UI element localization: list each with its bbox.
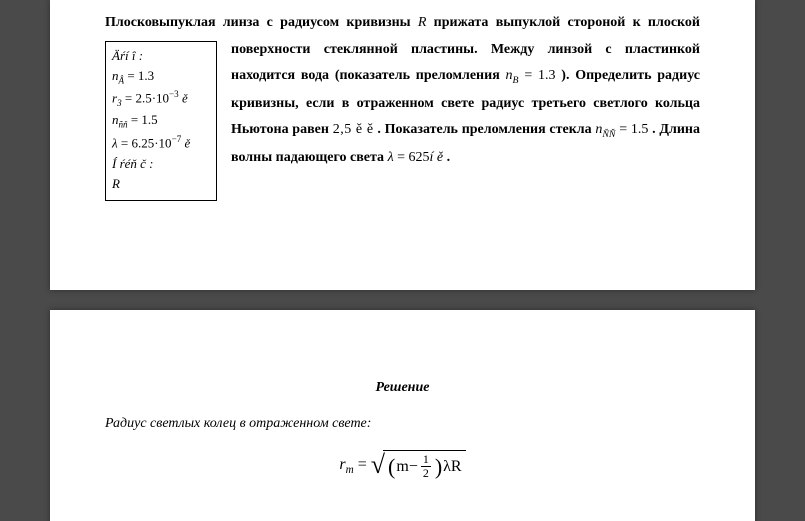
formula-rm: rm = √ ( m − 1 2 ) λR (105, 450, 700, 480)
right-paren: ) (434, 456, 443, 478)
formula-m: m (396, 458, 408, 476)
given-row-1-val: = 1.3 (124, 68, 154, 83)
given-heading: Äŕí î : (112, 46, 208, 66)
sqrt-expression: √ ( m − 1 2 ) λR (371, 450, 466, 480)
frac-num: 1 (421, 453, 431, 467)
formula-lhs-sub: m (346, 464, 354, 476)
given-row-3: nñň = 1.5 (112, 110, 208, 132)
frac-den: 2 (421, 467, 431, 480)
problem-statement: Плосковыпуклая линза с радиусом кривизны… (105, 10, 700, 171)
formula-minus: − (409, 458, 418, 476)
find-symbol: R (112, 174, 208, 194)
value-r3: 2,5 ě ě (333, 122, 374, 137)
expr-nSS: nŇŇ = 1.5 (595, 122, 652, 137)
document-viewport: Плосковыпуклая линза с радиусом кривизны… (0, 0, 805, 521)
problem-text-7: . (447, 150, 451, 165)
given-row-2-sup: −3 (169, 89, 179, 99)
given-data-box: Äŕí î : nÂ = 1.3 r3 = 2.5·10−3 ě nñň = 1… (105, 41, 217, 201)
given-row-4-val: = 6.25·10 (118, 135, 172, 150)
page-2: Решение Радиус светлых колец в отраженно… (50, 310, 755, 521)
given-row-4-sup: −7 (172, 134, 182, 144)
given-row-2-unit: ě (179, 91, 188, 106)
given-row-4: λ = 6.25·10−7 ě (112, 132, 208, 153)
problem-text-5: . Показатель преломления стекла (377, 122, 595, 137)
formula-frac: 1 2 (421, 453, 431, 480)
expr-lambda: λ = 625í ě (388, 150, 447, 165)
given-row-1: nÂ = 1.3 (112, 66, 208, 88)
given-row-4-unit: ě (181, 135, 190, 150)
given-row-3-val: = 1.5 (128, 112, 158, 127)
given-row-2-val: = 2.5·10 (122, 91, 169, 106)
expr-nB: nB = 1.3 (506, 68, 562, 83)
left-paren: ( (387, 456, 396, 478)
find-heading: Í ŕéň č : (112, 154, 208, 174)
solution-line-1: Радиус светлых колец в отраженном свете: (105, 416, 700, 432)
page-1: Плосковыпуклая линза с радиусом кривизны… (50, 0, 755, 290)
given-row-3-sub: ñň (119, 120, 128, 130)
formula-tail: λR (443, 458, 461, 476)
solution-title: Решение (105, 380, 700, 396)
symbol-R: R (418, 15, 427, 30)
given-row-2: r3 = 2.5·10−3 ě (112, 87, 208, 110)
problem-text-1: Плосковыпуклая линза с радиусом кривизны (105, 15, 418, 30)
